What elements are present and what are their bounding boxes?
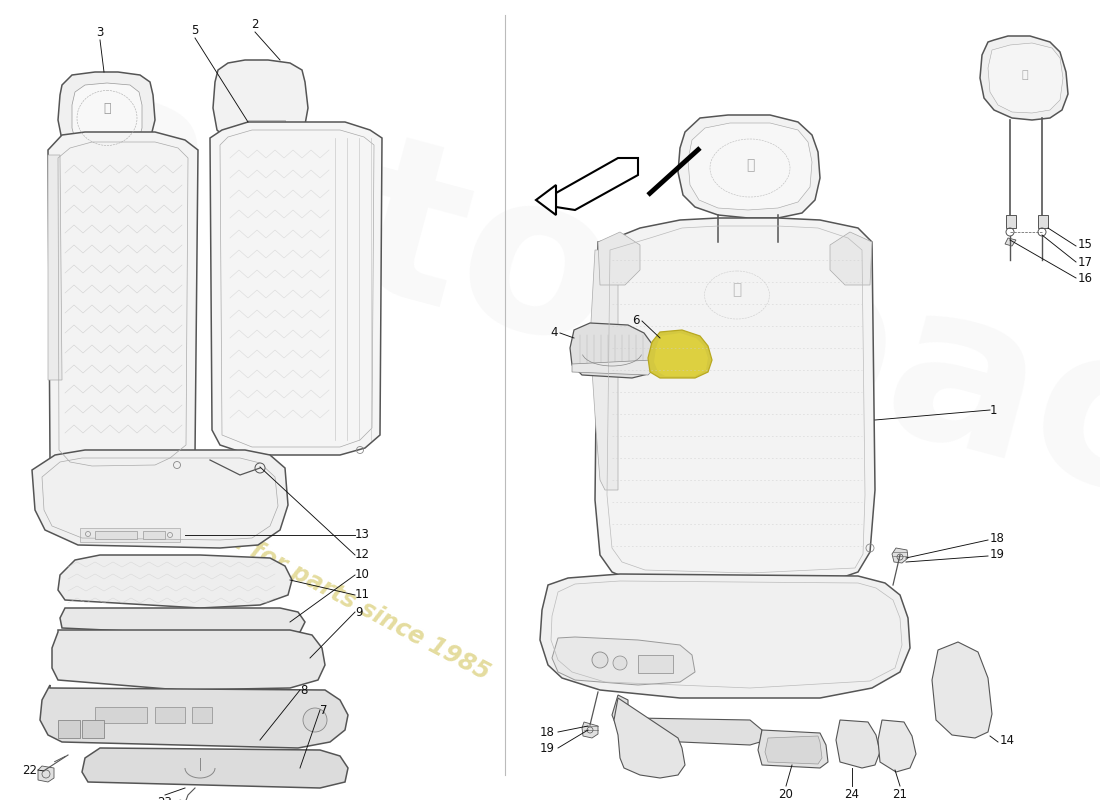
Polygon shape	[892, 548, 907, 563]
Circle shape	[302, 708, 327, 732]
Polygon shape	[598, 232, 640, 285]
Text: 18: 18	[990, 531, 1005, 545]
Text: 18: 18	[540, 726, 556, 738]
Polygon shape	[595, 218, 874, 590]
Polygon shape	[58, 72, 155, 155]
Circle shape	[255, 463, 265, 473]
Polygon shape	[988, 43, 1063, 113]
Polygon shape	[980, 36, 1068, 120]
Circle shape	[613, 656, 627, 670]
FancyArrowPatch shape	[55, 756, 66, 762]
Polygon shape	[612, 695, 762, 745]
Text: 𝕸: 𝕸	[103, 102, 111, 114]
Text: 23: 23	[157, 795, 173, 800]
Polygon shape	[614, 698, 685, 778]
Bar	[155, 707, 185, 723]
Polygon shape	[80, 528, 180, 542]
Polygon shape	[552, 637, 695, 685]
Polygon shape	[536, 185, 556, 215]
Text: 5: 5	[191, 23, 199, 37]
Text: 6: 6	[632, 314, 640, 326]
Polygon shape	[678, 115, 820, 218]
Polygon shape	[210, 122, 382, 455]
Polygon shape	[82, 748, 348, 788]
Bar	[58, 720, 80, 738]
Polygon shape	[1038, 215, 1048, 228]
Bar	[82, 720, 104, 738]
Polygon shape	[72, 83, 142, 151]
Polygon shape	[878, 720, 916, 772]
Polygon shape	[758, 730, 828, 768]
Bar	[95, 707, 147, 723]
Text: 21: 21	[892, 789, 907, 800]
Polygon shape	[932, 642, 992, 738]
Polygon shape	[48, 132, 198, 480]
Polygon shape	[60, 608, 305, 638]
Text: 2: 2	[251, 18, 258, 31]
Text: 17: 17	[1078, 255, 1093, 269]
Polygon shape	[556, 158, 638, 210]
Text: 20: 20	[779, 789, 793, 800]
Text: a passion for parts since 1985: a passion for parts since 1985	[126, 475, 494, 685]
Polygon shape	[830, 232, 872, 285]
Text: 8: 8	[300, 683, 307, 697]
Text: 10: 10	[355, 569, 370, 582]
Text: 1: 1	[990, 403, 998, 417]
Text: 15: 15	[1078, 238, 1093, 251]
Text: 19: 19	[990, 549, 1005, 562]
Polygon shape	[654, 333, 708, 376]
Polygon shape	[540, 574, 910, 698]
Polygon shape	[582, 722, 598, 738]
Polygon shape	[32, 450, 288, 548]
Polygon shape	[213, 60, 308, 145]
Polygon shape	[58, 555, 292, 608]
Polygon shape	[764, 736, 822, 764]
Text: 11: 11	[355, 589, 370, 602]
Text: 7: 7	[320, 703, 328, 717]
Bar	[638, 655, 673, 673]
Bar	[192, 707, 212, 723]
Polygon shape	[590, 250, 618, 490]
Bar	[95, 531, 138, 539]
Polygon shape	[688, 123, 812, 210]
Polygon shape	[1006, 215, 1016, 228]
Text: 𝕸: 𝕸	[1022, 70, 1028, 80]
Text: 4: 4	[550, 326, 558, 338]
Polygon shape	[648, 330, 712, 378]
Text: 19: 19	[540, 742, 556, 754]
Polygon shape	[52, 630, 324, 690]
Text: 24: 24	[845, 789, 859, 800]
Text: 𝕸: 𝕸	[746, 158, 755, 172]
Text: 22: 22	[22, 763, 37, 777]
Polygon shape	[836, 720, 880, 768]
Text: 16: 16	[1078, 271, 1093, 285]
Text: 𝕸: 𝕸	[733, 282, 741, 298]
Polygon shape	[570, 323, 654, 378]
Text: 9: 9	[355, 606, 363, 618]
Text: autospaces: autospaces	[35, 42, 1100, 618]
Polygon shape	[48, 155, 62, 380]
Text: 13: 13	[355, 529, 370, 542]
Polygon shape	[40, 685, 348, 748]
Polygon shape	[39, 766, 54, 782]
Polygon shape	[1005, 238, 1016, 246]
Polygon shape	[572, 360, 654, 375]
Polygon shape	[85, 138, 128, 148]
Polygon shape	[248, 120, 285, 135]
Text: 14: 14	[1000, 734, 1015, 746]
Text: 12: 12	[355, 549, 370, 562]
Bar	[143, 531, 165, 539]
Text: 3: 3	[97, 26, 103, 38]
Circle shape	[592, 652, 608, 668]
